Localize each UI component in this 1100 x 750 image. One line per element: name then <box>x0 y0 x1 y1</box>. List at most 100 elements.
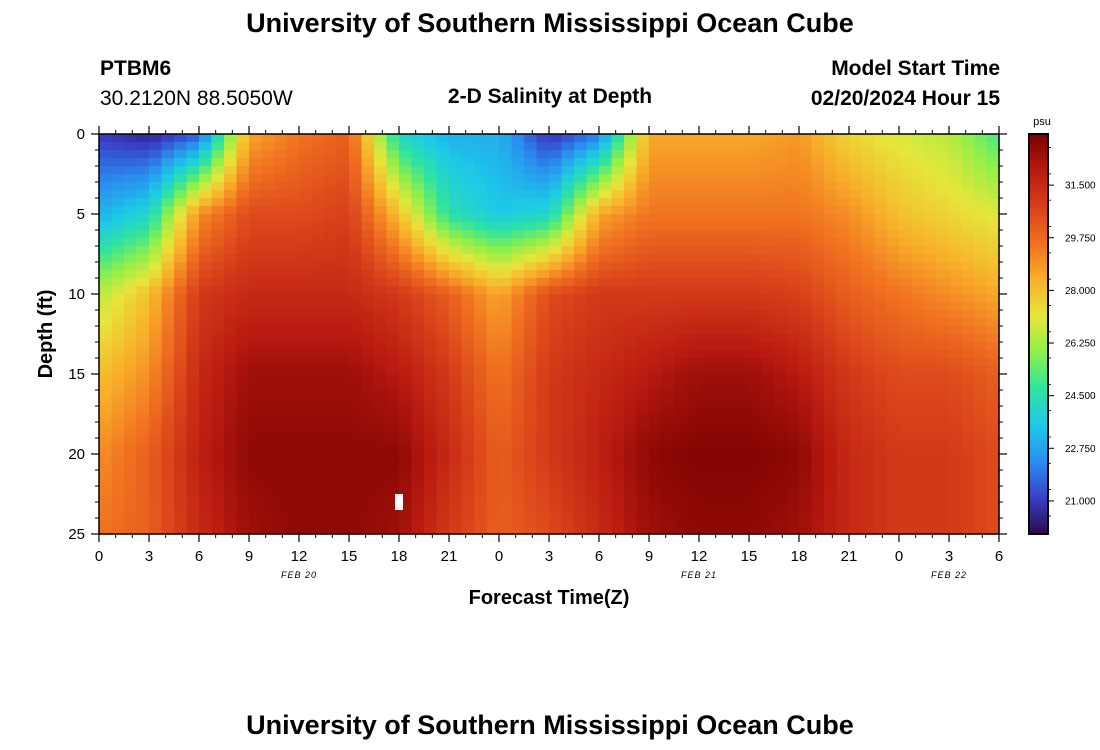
heatmap-cell <box>824 142 838 151</box>
heatmap-cell <box>824 414 838 423</box>
heatmap-cell <box>99 502 113 511</box>
heatmap-cell <box>311 518 325 527</box>
heatmap-cell <box>236 494 250 503</box>
heatmap-cell <box>649 446 663 455</box>
heatmap-cell <box>149 430 163 439</box>
heatmap-cell <box>786 230 800 239</box>
heatmap-cell <box>661 174 675 183</box>
heatmap-cell <box>186 302 200 311</box>
heatmap-cell <box>924 158 938 167</box>
heatmap-cell <box>224 238 238 247</box>
heatmap-cell <box>361 414 375 423</box>
heatmap-cell <box>624 390 638 399</box>
heatmap-cell <box>586 494 600 503</box>
heatmap-cell <box>961 238 975 247</box>
heatmap-cell <box>599 526 613 535</box>
heatmap-cell <box>474 214 488 223</box>
heatmap-cell <box>486 294 500 303</box>
heatmap-cell <box>624 238 638 247</box>
heatmap-cell <box>599 422 613 431</box>
heatmap-cell <box>311 150 325 159</box>
heatmap-cell <box>524 470 538 479</box>
heatmap-cell <box>749 278 763 287</box>
heatmap-cell <box>961 430 975 439</box>
heatmap-cell <box>224 518 238 527</box>
heatmap-cell <box>961 486 975 495</box>
heatmap-cell <box>586 390 600 399</box>
heatmap-cell <box>724 270 738 279</box>
heatmap-cell <box>299 182 313 191</box>
heatmap-cell <box>449 294 463 303</box>
heatmap-cell <box>924 502 938 511</box>
heatmap-cell <box>411 190 425 199</box>
heatmap-cell <box>399 414 413 423</box>
heatmap-cell <box>436 406 450 415</box>
heatmap-cell <box>761 286 775 295</box>
heatmap-cell <box>361 502 375 511</box>
heatmap-cell <box>511 302 525 311</box>
heatmap-cell <box>261 398 275 407</box>
heatmap-cell <box>511 494 525 503</box>
heatmap-cell <box>699 262 713 271</box>
heatmap-cell <box>861 190 875 199</box>
heatmap-cell <box>511 166 525 175</box>
heatmap-cell <box>774 190 788 199</box>
heatmap-cell <box>711 470 725 479</box>
heatmap-cell <box>911 430 925 439</box>
heatmap-cell <box>524 406 538 415</box>
heatmap-cell <box>674 318 688 327</box>
heatmap-cell <box>424 510 438 519</box>
heatmap-cell <box>836 438 850 447</box>
heatmap-cell <box>936 438 950 447</box>
heatmap-cell <box>911 166 925 175</box>
heatmap-cell <box>424 446 438 455</box>
heatmap-cell <box>649 270 663 279</box>
heatmap-cell <box>961 222 975 231</box>
heatmap-cell <box>386 390 400 399</box>
heatmap-cell <box>174 470 188 479</box>
heatmap-cell <box>761 182 775 191</box>
heatmap-cell <box>636 174 650 183</box>
heatmap-cell <box>486 374 500 383</box>
colorbar-unit: psu <box>1033 116 1051 128</box>
heatmap-cell <box>949 350 963 359</box>
heatmap-cell <box>786 134 800 143</box>
heatmap-cell <box>586 462 600 471</box>
heatmap-cell <box>586 278 600 287</box>
heatmap-cell <box>311 414 325 423</box>
heatmap-cell <box>311 358 325 367</box>
heatmap-cell <box>911 310 925 319</box>
heatmap-cell <box>749 294 763 303</box>
heatmap-cell <box>836 406 850 415</box>
heatmap-cell <box>599 510 613 519</box>
heatmap-cell <box>224 430 238 439</box>
model-start-value: 02/20/2024 Hour 15 <box>810 87 1000 110</box>
heatmap-cell <box>974 150 988 159</box>
heatmap-cell <box>461 366 475 375</box>
heatmap-cell <box>386 142 400 151</box>
heatmap-cell <box>449 486 463 495</box>
heatmap-cell <box>386 214 400 223</box>
heatmap-cell <box>424 342 438 351</box>
heatmap-cell <box>561 326 575 335</box>
heatmap-cell <box>524 238 538 247</box>
heatmap-cell <box>661 286 675 295</box>
heatmap-cell <box>986 302 1000 311</box>
heatmap-cell <box>824 246 838 255</box>
heatmap-cell <box>936 422 950 431</box>
heatmap-cell <box>224 406 238 415</box>
heatmap-cell <box>461 486 475 495</box>
heatmap-cell <box>849 502 863 511</box>
heatmap-cell <box>749 270 763 279</box>
heatmap-cell <box>199 342 213 351</box>
heatmap-cell <box>911 278 925 287</box>
heatmap-cell <box>449 510 463 519</box>
heatmap-cell <box>949 230 963 239</box>
heatmap-cell <box>149 390 163 399</box>
heatmap-cell <box>336 382 350 391</box>
heatmap-cell <box>874 478 888 487</box>
heatmap-cell <box>824 150 838 159</box>
heatmap-cell <box>386 398 400 407</box>
heatmap-cell <box>486 214 500 223</box>
heatmap-cell <box>486 190 500 199</box>
